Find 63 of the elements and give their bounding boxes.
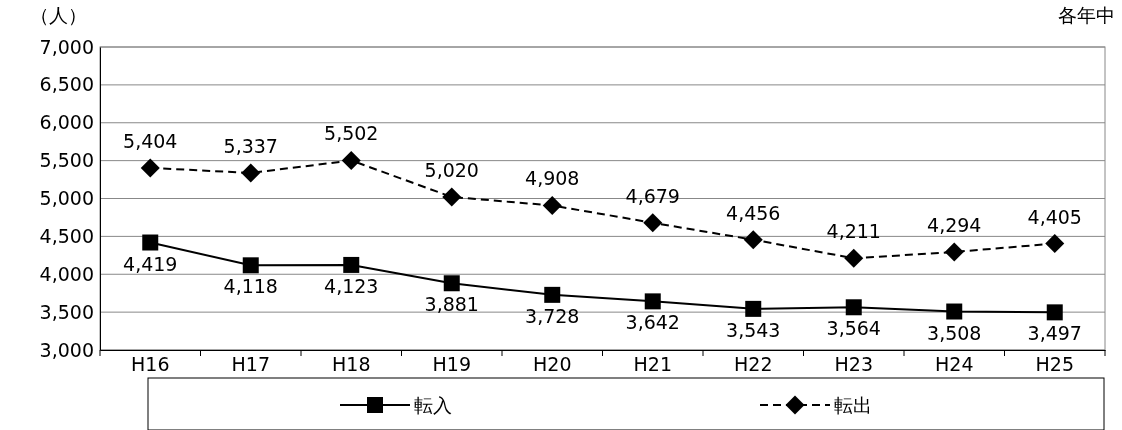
data-label: 4,456: [726, 201, 781, 224]
data-label: 4,211: [826, 220, 881, 243]
y-tick-label: 7,000: [39, 35, 94, 58]
data-label: 4,118: [223, 275, 278, 298]
y-tick-label: 3,500: [39, 300, 94, 323]
point: [845, 299, 862, 316]
data-label: 3,497: [1027, 322, 1082, 345]
data-label: 3,881: [424, 293, 479, 316]
point: [241, 163, 261, 183]
text: 各年中: [1058, 4, 1115, 26]
point: [343, 256, 360, 273]
data-label: 4,405: [1027, 205, 1082, 228]
point: [844, 248, 864, 268]
y-tick-label: 4,500: [39, 224, 94, 247]
x-tick-label: H20: [533, 353, 572, 376]
data-label: 3,564: [826, 317, 881, 340]
x-tick-label: H22: [734, 353, 773, 376]
point: [1045, 234, 1065, 254]
legend-label: 転出: [834, 394, 872, 416]
point: [944, 242, 964, 262]
y-tick-label: 6,000: [39, 111, 94, 134]
x-tick-label: H25: [1035, 353, 1074, 376]
point: [442, 187, 462, 207]
data-label: 4,419: [123, 252, 178, 275]
data-label: 5,502: [324, 122, 379, 145]
data-label: 4,123: [324, 274, 379, 297]
data-label: 3,508: [927, 321, 982, 344]
data-label: 5,404: [123, 129, 178, 152]
point: [643, 213, 663, 233]
x-tick-label: H21: [633, 353, 672, 376]
data-label: 3,543: [726, 318, 781, 341]
y-tick-label: 5,000: [39, 187, 94, 210]
point: [745, 300, 762, 317]
data-label: 4,294: [927, 213, 982, 236]
x-tick-label: H23: [834, 353, 873, 376]
point: [142, 234, 159, 251]
point: [1046, 304, 1063, 321]
point: [242, 257, 259, 274]
point: [542, 195, 562, 215]
point: [644, 293, 661, 310]
point: [544, 286, 561, 303]
x-tick-label: H16: [131, 353, 170, 376]
x-tick-label: H24: [935, 353, 974, 376]
x-tick-label: H17: [231, 353, 270, 376]
data-label: 4,908: [525, 167, 580, 190]
point: [743, 230, 763, 250]
data-label: 5,337: [223, 134, 278, 157]
point: [140, 158, 160, 178]
data-label: 4,679: [625, 184, 680, 207]
point: [946, 303, 963, 320]
y-tick-label: 4,000: [39, 262, 94, 285]
x-tick-label: H19: [432, 353, 471, 376]
y-axis-title: （人）: [30, 4, 87, 26]
data-label: 3,728: [525, 304, 580, 327]
y-tick-label: 3,000: [39, 338, 94, 361]
data-label: 3,642: [625, 311, 680, 334]
y-tick-label: 5,500: [39, 149, 94, 172]
point: [443, 275, 460, 292]
x-tick-label: H18: [332, 353, 371, 376]
data-label: 5,020: [424, 158, 479, 181]
point: [341, 150, 361, 170]
legend-label: 転入: [414, 394, 452, 416]
y-tick-label: 6,500: [39, 73, 94, 96]
